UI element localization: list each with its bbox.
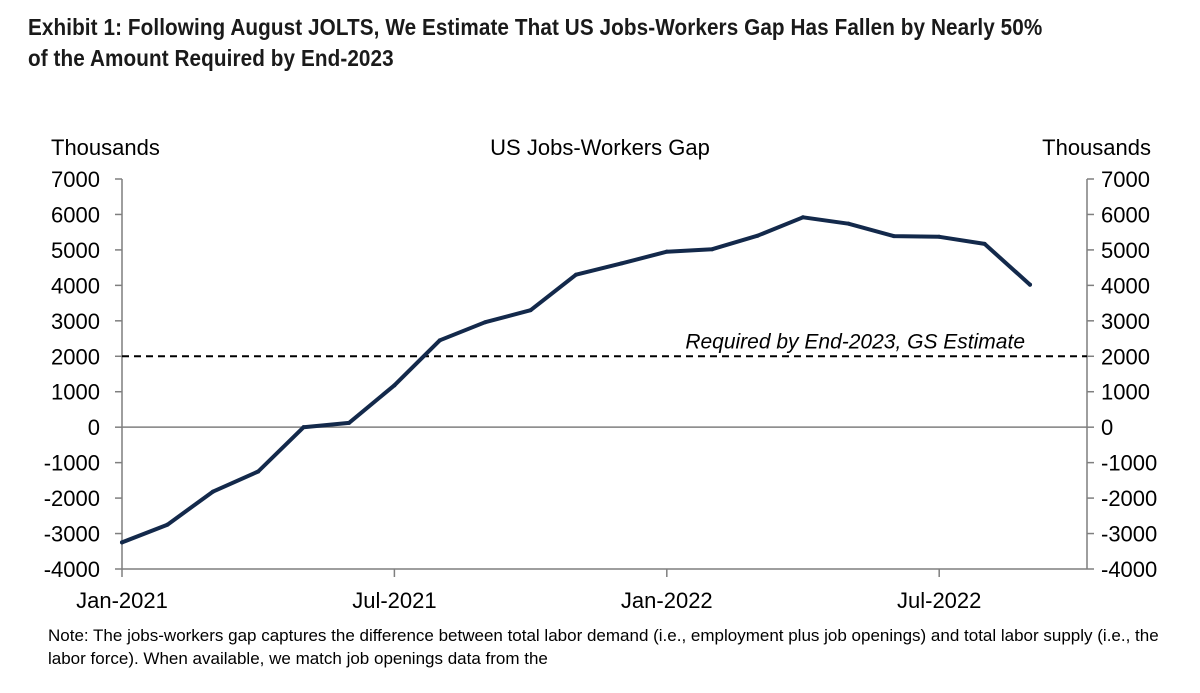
chart-note: Note: The jobs-workers gap captures the … bbox=[48, 626, 1159, 668]
exhibit-title: Exhibit 1: Following August JOLTS, We Es… bbox=[28, 14, 1043, 71]
series-point bbox=[483, 320, 488, 325]
x-tick-label: Jan-2022 bbox=[621, 588, 713, 613]
series-point bbox=[982, 241, 987, 246]
y-tick-label-right: 4000 bbox=[1101, 273, 1150, 298]
y-axis-label-right: Thousands bbox=[1042, 135, 1151, 160]
series-point bbox=[301, 425, 306, 430]
series-point bbox=[619, 261, 624, 266]
series-point bbox=[574, 272, 578, 277]
y-tick-label-left: 0 bbox=[88, 415, 100, 440]
series-point bbox=[846, 221, 851, 226]
series-point bbox=[1028, 282, 1032, 287]
series-point bbox=[528, 308, 533, 313]
x-tick-label: Jan-2021 bbox=[76, 588, 168, 613]
y-tick-label-left: -1000 bbox=[44, 451, 100, 476]
series-point bbox=[256, 469, 261, 474]
y-tick-label-left: -4000 bbox=[44, 557, 100, 582]
y-tick-label-right: -3000 bbox=[1101, 522, 1157, 547]
series-point bbox=[710, 247, 715, 252]
series-point bbox=[755, 233, 760, 238]
y-tick-label-left: -3000 bbox=[44, 522, 100, 547]
series-point bbox=[347, 420, 351, 425]
y-tick-label-left: -2000 bbox=[44, 486, 100, 511]
series-point bbox=[392, 383, 397, 388]
y-tick-label-left: 6000 bbox=[51, 202, 100, 227]
y-tick-label-left: 4000 bbox=[51, 273, 100, 298]
series-group bbox=[120, 215, 1032, 545]
y-tick-label-right: -2000 bbox=[1101, 486, 1157, 511]
y-tick-label-right: -1000 bbox=[1101, 451, 1157, 476]
y-tick-label-right: 2000 bbox=[1101, 344, 1150, 369]
y-tick-label-left: 1000 bbox=[51, 380, 100, 405]
y-tick-label-right: 1000 bbox=[1101, 380, 1150, 405]
series-point bbox=[165, 522, 170, 527]
y-tick-label-left: 5000 bbox=[51, 238, 100, 263]
x-tick-label: Jul-2021 bbox=[352, 588, 436, 613]
y-tick-label-right: -4000 bbox=[1101, 557, 1157, 582]
reference-line-label: Required by End-2023, GS Estimate bbox=[685, 330, 1025, 353]
y-tick-label-right: 3000 bbox=[1101, 309, 1150, 334]
series-point bbox=[801, 215, 805, 220]
y-tick-label-right: 7000 bbox=[1101, 167, 1150, 192]
series-point bbox=[210, 489, 215, 494]
y-tick-label-left: 3000 bbox=[51, 309, 100, 334]
series-point bbox=[891, 234, 896, 239]
y-tick-label-right: 6000 bbox=[1101, 202, 1150, 227]
chart-title: US Jobs-Workers Gap bbox=[490, 135, 710, 160]
series-point bbox=[120, 540, 124, 545]
y-tick-label-left: 2000 bbox=[51, 344, 100, 369]
x-tick-label: Jul-2022 bbox=[897, 588, 981, 613]
reference-line-group: Required by End-2023, GS Estimate bbox=[122, 330, 1087, 358]
axes: 7000 7000 6000 6000 5000 5000 4000 4000 3000 3000… bbox=[44, 167, 1158, 613]
y-tick-label-left: 7000 bbox=[51, 167, 100, 192]
y-axis-label-left: Thousands bbox=[51, 135, 160, 160]
series-point bbox=[937, 234, 942, 239]
y-tick-label-right: 5000 bbox=[1101, 238, 1150, 263]
y-tick-label-right: 0 bbox=[1101, 415, 1113, 440]
series-line bbox=[120, 215, 1032, 545]
series-point bbox=[664, 249, 669, 254]
series-point bbox=[437, 338, 442, 343]
